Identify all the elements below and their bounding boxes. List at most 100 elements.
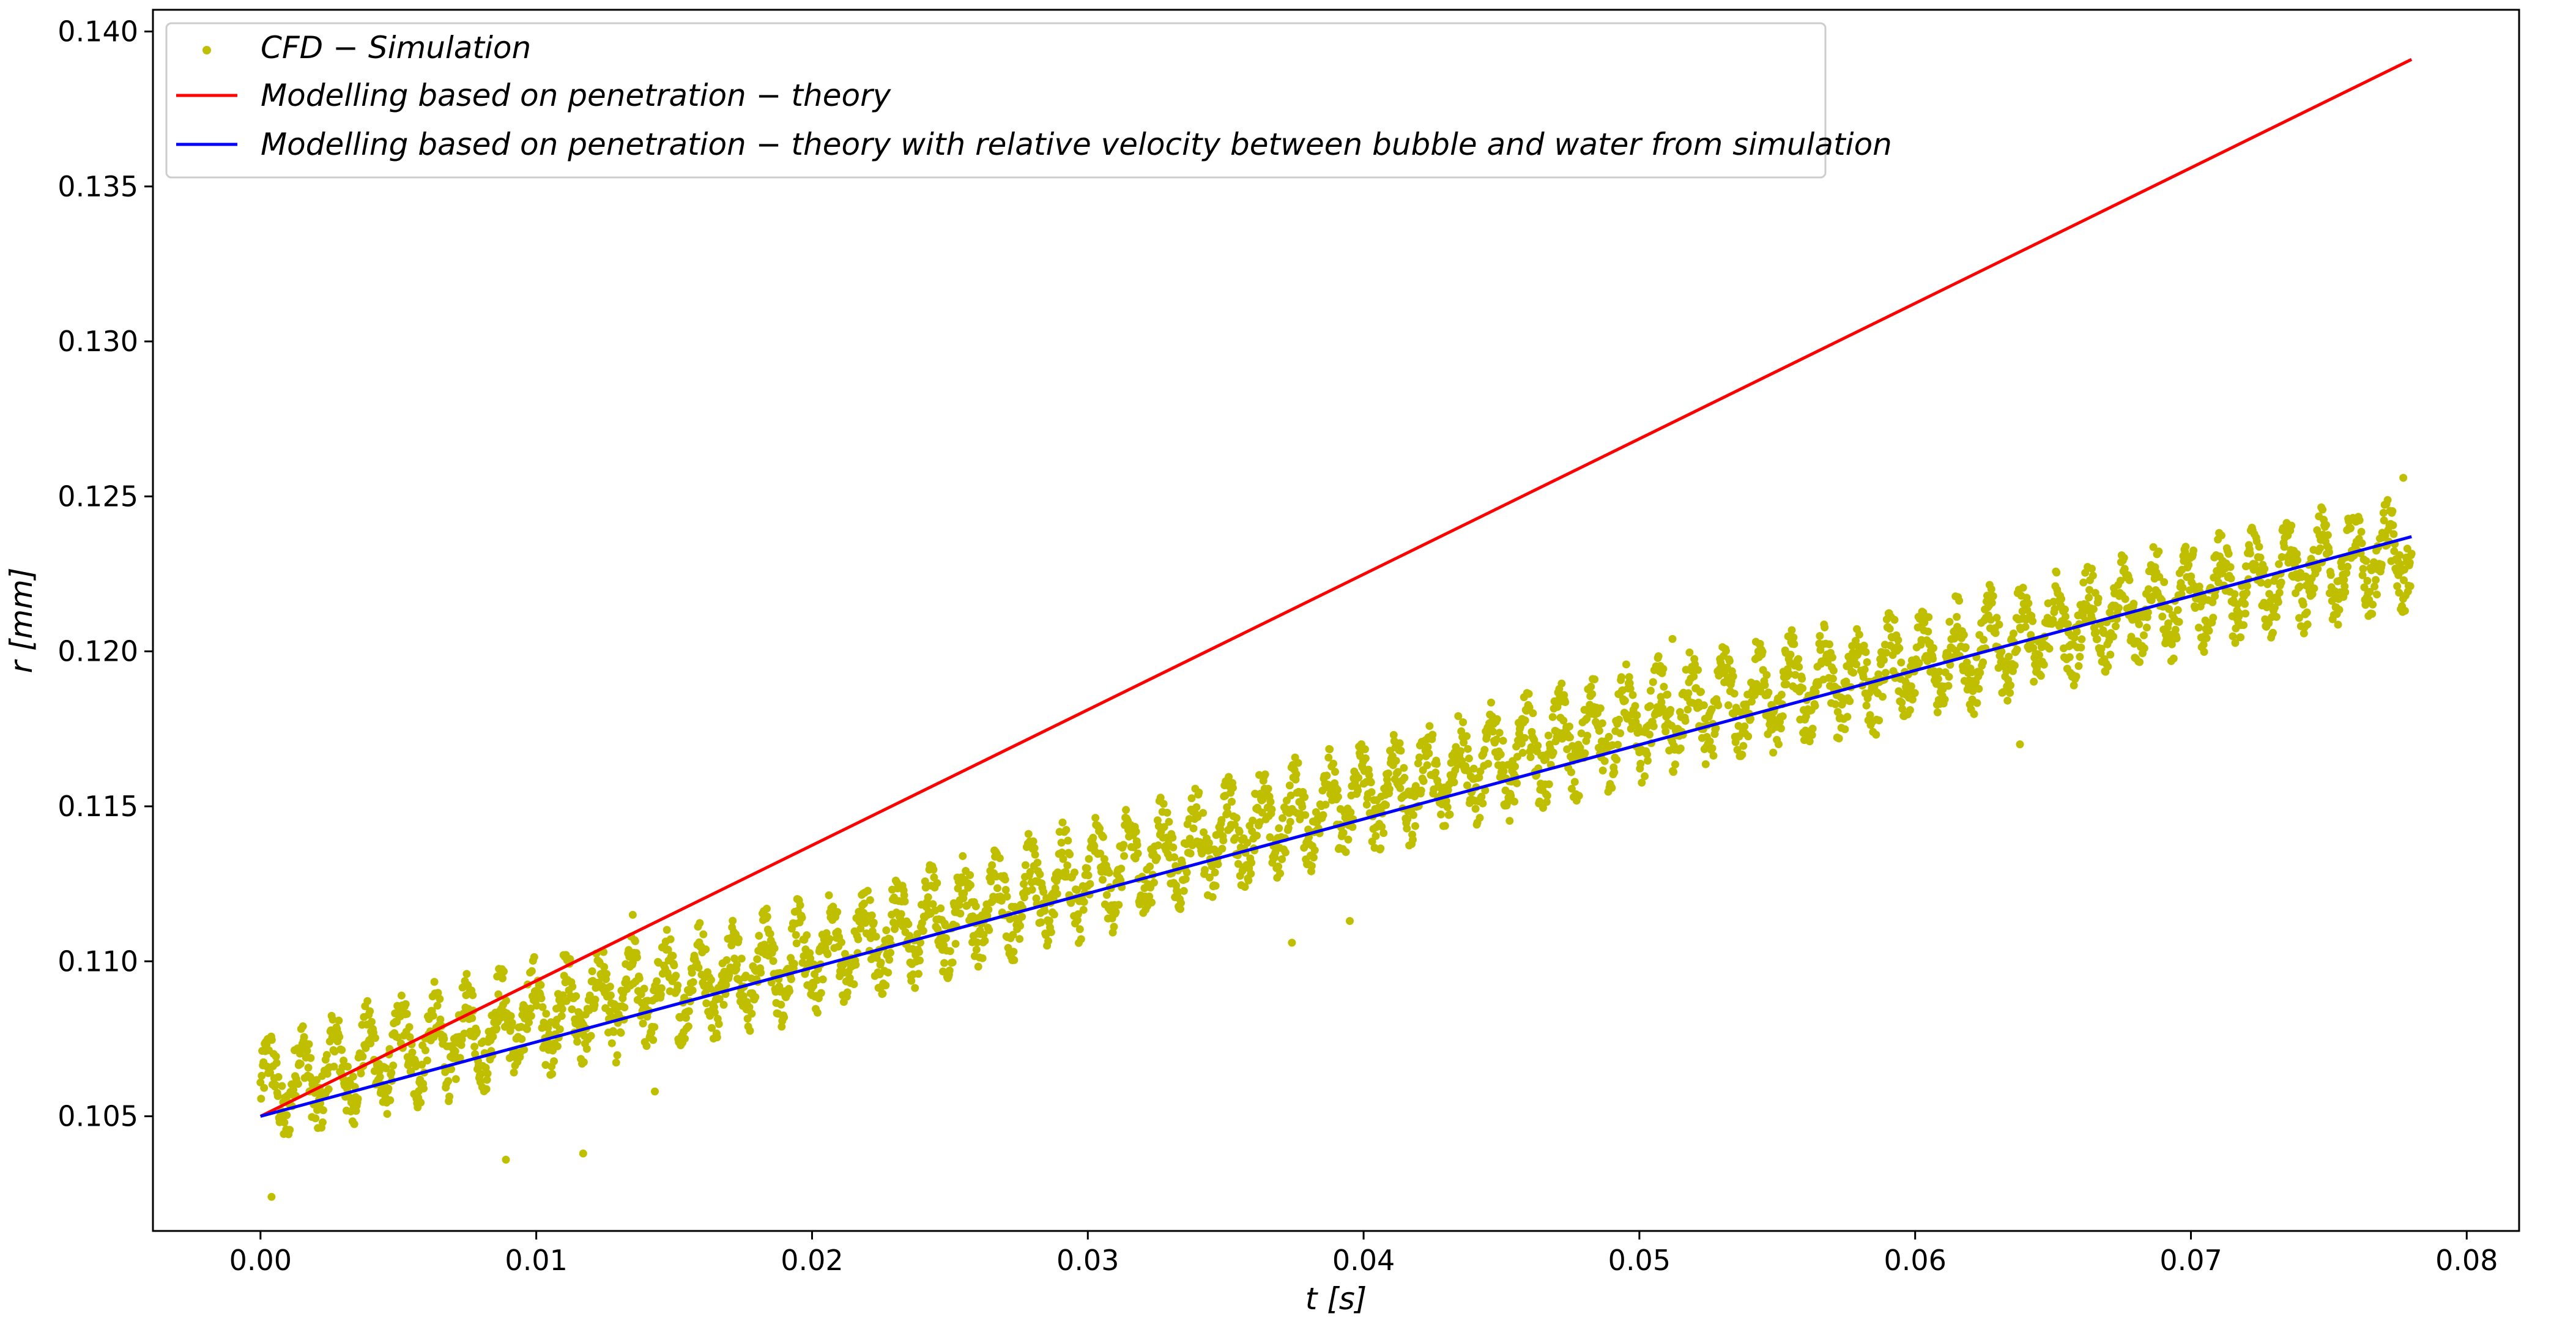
scatter-point: [2274, 560, 2283, 568]
scatter-point: [1625, 673, 1633, 682]
scatter-point: [2093, 635, 2101, 644]
scatter-point: [607, 1039, 616, 1047]
scatter-point: [785, 987, 793, 995]
scatter-point: [473, 1028, 481, 1036]
scatter-point: [397, 991, 406, 1000]
scatter-point: [1264, 784, 1272, 793]
scatter-point: [1644, 756, 1652, 765]
scatter-point: [1389, 730, 1398, 739]
scatter-point: [274, 1072, 283, 1081]
scatter-point: [417, 1098, 425, 1107]
scatter-point: [445, 1092, 454, 1101]
scatter-point: [572, 992, 581, 1000]
scatter-point: [674, 981, 682, 990]
scatter-point: [2334, 620, 2342, 629]
scatter-point: [1808, 730, 1816, 739]
scatter-point: [1798, 684, 1807, 693]
scatter-point: [2340, 576, 2348, 584]
x-axis: 0.00 0.01 0.02 0.03 0.04 0.05 0.06 0.07 0.08: [229, 1231, 2498, 1277]
scatter-point: [1683, 705, 1692, 714]
scatter-point: [1997, 647, 2006, 656]
scatter-point: [1499, 737, 1507, 745]
scatter-point: [1274, 862, 1283, 871]
scatter-point: [335, 1016, 343, 1025]
scatter-point: [946, 947, 954, 956]
scatter-point: [1367, 778, 1375, 787]
scatter-point: [2013, 645, 2021, 654]
scatter-point: [1649, 678, 1657, 686]
scatter-point: [877, 958, 885, 967]
scatter-point: [1294, 759, 1302, 767]
scatter-point: [2199, 641, 2208, 649]
scatter-point: [940, 959, 949, 967]
scatter-point: [2399, 474, 2408, 482]
scatter-point: [1006, 915, 1014, 923]
scatter-point: [1309, 853, 1318, 862]
scatter-point: [2241, 600, 2249, 608]
scatter-point: [1075, 925, 1084, 934]
scatter-point: [1798, 674, 1806, 683]
scatter-point: [1084, 871, 1093, 880]
scatter-point: [2341, 588, 2350, 597]
scatter-point: [1898, 705, 1907, 713]
scatter-point: [649, 1036, 658, 1044]
scatter-point: [2172, 634, 2181, 642]
scatter-point: [2299, 600, 2307, 609]
scatter-point: [689, 978, 697, 986]
scatter-point: [1243, 839, 1252, 847]
scatter-point: [502, 1156, 510, 1164]
y-axis-label: r [mm]: [4, 568, 39, 674]
scatter-point: [1518, 749, 1527, 757]
scatter-point: [2383, 496, 2392, 504]
scatter-point: [1193, 812, 1202, 821]
scatter-point: [1266, 798, 1275, 806]
scatter-point: [1842, 677, 1850, 686]
scatter-point: [1707, 705, 1716, 713]
scatter-point: [555, 1025, 564, 1033]
scatter-point: [911, 984, 919, 992]
scatter-point: [1758, 647, 1767, 656]
scatter-point: [1457, 747, 1465, 756]
scatter-point: [483, 1069, 492, 1078]
scatter-point: [825, 891, 833, 899]
scatter-point: [729, 916, 737, 925]
scatter-point: [324, 1085, 333, 1093]
scatter-point: [1159, 800, 1168, 808]
scatter-point: [1312, 808, 1320, 816]
scatter-point: [790, 959, 798, 968]
scatter-point: [573, 1038, 582, 1046]
scatter-point: [900, 891, 908, 899]
scatter-point: [2051, 604, 2059, 613]
scatter-point: [1301, 811, 1310, 819]
scatter-point: [2358, 539, 2366, 548]
scatter-point: [2057, 595, 2066, 603]
scatter-point: [2407, 549, 2416, 558]
scatter-point: [640, 984, 648, 993]
scatter-point: [2089, 605, 2098, 614]
scatter-point: [1615, 715, 1624, 724]
scatter-point: [751, 993, 760, 1002]
scatter-point: [305, 1040, 313, 1049]
scatter-point: [746, 1027, 754, 1035]
scatter-point: [769, 957, 778, 965]
scatter-point: [1015, 935, 1024, 943]
scatter-point: [1940, 695, 1949, 704]
legend: CFD − Simulation Modelling based on penet…: [165, 22, 1892, 179]
scatter-point: [942, 934, 950, 942]
scatter-point: [915, 970, 922, 978]
scatter-point: [900, 897, 909, 905]
scatter-point: [792, 939, 801, 948]
scatter-point: [434, 989, 442, 997]
scatter-point: [1258, 808, 1266, 817]
scatter-point: [1454, 712, 1463, 720]
scatter-point: [527, 967, 536, 975]
scatter-point: [1339, 828, 1348, 837]
scatter-point: [1110, 923, 1118, 931]
scatter-point: [1423, 761, 1431, 770]
scatter-point: [2129, 600, 2138, 608]
scatter-point: [739, 992, 748, 1000]
scatter-point: [523, 1025, 532, 1033]
scatter-point: [1231, 834, 1239, 842]
scatter-point: [1083, 864, 1091, 872]
